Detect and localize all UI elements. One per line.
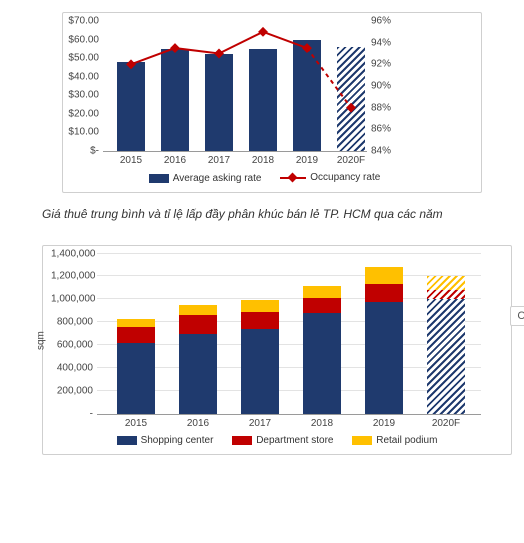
legend-line-swatch <box>280 173 306 183</box>
legend-ds-swatch <box>232 436 252 445</box>
chart2-bar <box>179 305 217 414</box>
legend-bar-label: Average asking rate <box>173 173 262 184</box>
chart2-segment <box>117 343 155 414</box>
chart2-segment <box>179 315 217 333</box>
chart1-bar <box>205 54 233 151</box>
chart2-bar <box>365 267 403 413</box>
chart2-segment <box>365 302 403 414</box>
legend-ds: Department store <box>232 435 333 446</box>
chart1-ytick-right: 92% <box>371 59 399 70</box>
chart1-ytick-left: $70.00 <box>61 16 99 27</box>
chart2-plot: 1,400,0001,200,0001,000,000800,000600,00… <box>97 254 481 415</box>
chart1-ytick-right: 90% <box>371 81 399 92</box>
chart2-gridline <box>97 275 481 276</box>
chart1-xtick: 2016 <box>155 155 195 166</box>
legend-rp-label: Retail podium <box>376 435 437 446</box>
chart1-bar <box>161 49 189 151</box>
chart2-segment <box>241 312 279 329</box>
chart2-segment <box>365 267 403 284</box>
chart2-bar <box>117 319 155 414</box>
chart2-ytick: 1,000,000 <box>51 294 93 305</box>
chart2-segment <box>117 319 155 327</box>
legend-sc-label: Shopping center <box>141 435 214 446</box>
legend-sc: Shopping center <box>117 435 214 446</box>
chart1-ytick-left: $- <box>61 146 99 157</box>
legend-ds-label: Department store <box>256 435 333 446</box>
chart2-segment <box>427 299 465 413</box>
chart2-xtick: 2020F <box>426 418 466 429</box>
legend-rp-swatch <box>352 436 372 445</box>
chart2-segment <box>365 284 403 301</box>
chart2-bar <box>303 286 341 414</box>
chart2-segment <box>241 329 279 414</box>
chart1-ytick-right: 84% <box>371 146 399 157</box>
chart2-ytick: 1,400,000 <box>51 248 93 259</box>
chart2-segment <box>427 290 465 299</box>
chart2-xtick: 2017 <box>240 418 280 429</box>
chart1-plot: $70.00$60.00$50.00$40.00$30.00$20.00$10.… <box>103 21 367 152</box>
chart1-ytick-left: $20.00 <box>61 108 99 119</box>
chart-area-tab[interactable]: Chart A <box>510 306 524 326</box>
chart2-segment <box>241 300 279 311</box>
chart2-legend: Shopping center Department store Retail … <box>55 435 499 448</box>
chart1-bar <box>249 49 277 151</box>
chart1-ytick-left: $10.00 <box>61 127 99 138</box>
chart2-segment <box>179 334 217 414</box>
chart2-segment <box>303 298 341 313</box>
chart1-ytick-left: $50.00 <box>61 53 99 64</box>
chart2-xtick: 2018 <box>302 418 342 429</box>
chart1-xtick: 2015 <box>111 155 151 166</box>
chart2-segment <box>303 286 341 299</box>
chart2-ylabel: sqm <box>36 331 47 350</box>
legend-sc-swatch <box>117 436 137 445</box>
chart1-ytick-right: 88% <box>371 102 399 113</box>
chart1-bar <box>337 47 365 151</box>
chart2-xtick: 2019 <box>364 418 404 429</box>
chart1-xtick: 2018 <box>243 155 283 166</box>
legend-bar-swatch <box>149 174 169 183</box>
chart1-ytick-right: 86% <box>371 124 399 135</box>
chart2-ytick: 400,000 <box>51 362 93 373</box>
chart1-ytick-left: $40.00 <box>61 71 99 82</box>
chart1-ytick-left: $30.00 <box>61 90 99 101</box>
legend-rp: Retail podium <box>352 435 437 446</box>
legend-bar: Average asking rate <box>149 173 262 184</box>
chart2-segment <box>179 305 217 315</box>
chart2-bar <box>427 276 465 413</box>
chart2-ytick: 200,000 <box>51 385 93 396</box>
legend-line: Occupancy rate <box>280 172 380 183</box>
caption-text: Giá thuê trung bình và tỉ lệ lấp đầy phâ… <box>12 207 512 221</box>
chart1-container: $70.00 $60.00 $50.00 $40.00 $30.00 $20.00 $10.… <box>62 12 482 193</box>
chart1-bar <box>117 62 145 151</box>
chart2-segment <box>303 313 341 414</box>
chart2-ytick: 600,000 <box>51 339 93 350</box>
chart2-gridline <box>97 253 481 254</box>
chart2-ytick: - <box>51 408 93 419</box>
chart1-legend: Average asking rate Occupancy rate <box>103 172 426 186</box>
chart1-xtick: 2017 <box>199 155 239 166</box>
chart1-xtick: 2020F <box>331 155 371 166</box>
chart2-segment <box>427 276 465 290</box>
chart1-xtick: 2019 <box>287 155 327 166</box>
chart1-bar <box>293 40 321 151</box>
chart2-bar <box>241 300 279 413</box>
chart1-ytick-right: 94% <box>371 37 399 48</box>
chart2-ytick: 800,000 <box>51 317 93 328</box>
legend-line-label: Occupancy rate <box>310 172 380 183</box>
chart2-segment <box>117 327 155 343</box>
chart2-xtick: 2015 <box>116 418 156 429</box>
chart1-ytick-left: $60.00 <box>61 34 99 45</box>
chart2-container: sqm 1,400,0001,200,0001,000,000800,00060… <box>42 245 512 455</box>
chart2-xtick: 2016 <box>178 418 218 429</box>
chart2-ytick: 1,200,000 <box>51 271 93 282</box>
chart1-ytick-right: 96% <box>371 16 399 27</box>
chart2-gridline <box>97 298 481 299</box>
